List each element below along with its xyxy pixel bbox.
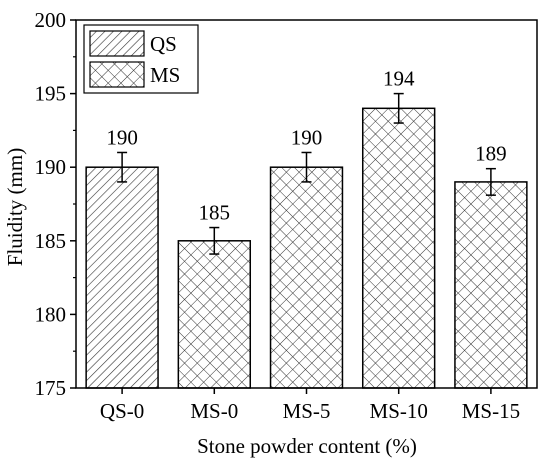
y-tick-label: 195	[35, 82, 67, 106]
bar-qs-0	[85, 166, 159, 389]
bar-ms-15	[454, 181, 528, 389]
legend-swatch-ms	[89, 61, 145, 88]
error-bar-ms-0	[209, 226, 220, 255]
x-tick-label: MS-0	[190, 399, 238, 423]
bar-ms-0	[177, 240, 252, 389]
bar-ms-5	[269, 166, 344, 389]
bar-ms-10	[361, 107, 436, 389]
y-tick-label: 185	[35, 229, 67, 253]
error-bar-ms-5	[301, 151, 312, 183]
bars	[85, 107, 528, 389]
x-tick-label: MS-5	[283, 399, 331, 423]
x-tick-label: QS-0	[100, 399, 144, 423]
x-tick-label: MS-10	[370, 399, 428, 423]
error-bars	[117, 92, 496, 255]
bar-value-label: 190	[291, 125, 323, 149]
y-tick-label: 180	[35, 302, 67, 326]
bar-value-label: 190	[106, 125, 138, 149]
legend: QS MS	[83, 24, 199, 94]
legend-swatch-qs	[89, 30, 145, 57]
bar-value-label: 194	[383, 67, 415, 91]
x-axis-title: Stone powder content (%)	[197, 434, 417, 458]
bar-value-label: 185	[199, 201, 231, 225]
error-bar-qs-0	[117, 151, 128, 183]
y-tick-label: 190	[35, 155, 67, 179]
error-bar-ms-10	[393, 92, 404, 124]
x-tick-label: MS-15	[462, 399, 520, 423]
bar-value-label: 189	[475, 142, 507, 166]
y-tick-label: 200	[35, 8, 67, 32]
y-axis-title: Fluidity (mm)	[3, 148, 27, 266]
error-bar-ms-15	[485, 167, 496, 196]
axes: QS-0 MS-0 MS-5 MS-10 MS-15 175 180 185 190 195 200	[35, 8, 538, 423]
y-tick-label: 175	[35, 376, 67, 400]
bar-value-labels: 190 185 190 194 189	[106, 67, 506, 225]
legend-label-ms: MS	[150, 63, 180, 87]
legend-label-qs: QS	[150, 32, 177, 56]
